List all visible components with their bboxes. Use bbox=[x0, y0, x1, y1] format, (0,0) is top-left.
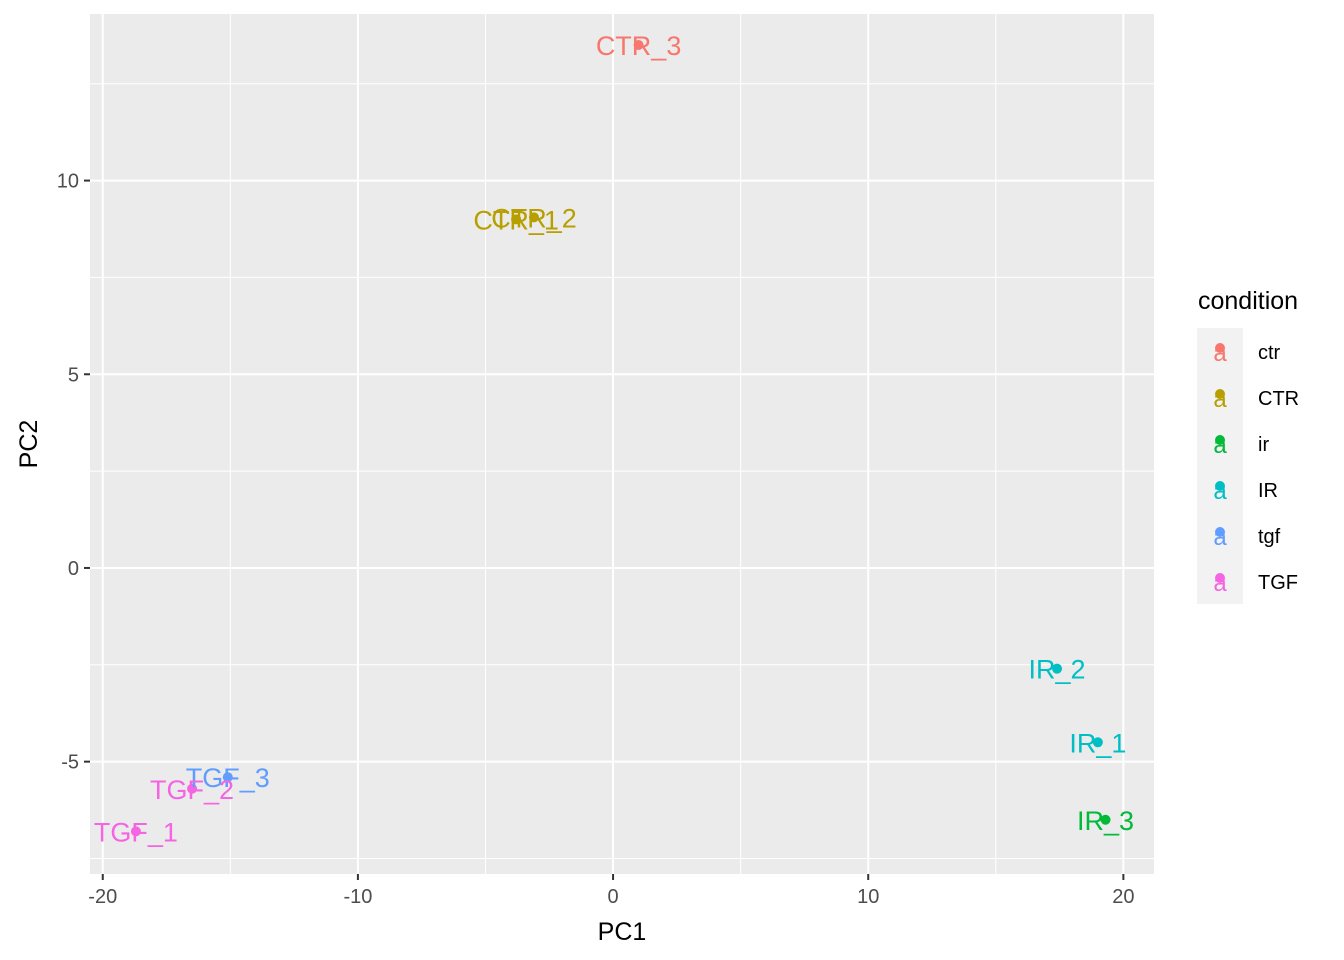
legend-label: ir bbox=[1258, 434, 1269, 456]
legend-key-glyph: a bbox=[1213, 478, 1227, 505]
x-tick-label: 0 bbox=[608, 886, 619, 908]
data-point bbox=[511, 214, 522, 225]
data-points bbox=[130, 39, 1111, 837]
legend-label: IR bbox=[1258, 480, 1278, 502]
legend-key-point bbox=[1215, 481, 1225, 491]
legend-key-point bbox=[1215, 389, 1225, 399]
data-point bbox=[1052, 663, 1063, 674]
point-label: IR_2 bbox=[1029, 655, 1086, 685]
legend: condition a ctr a CTR a ir a IR a tgf a TGF bbox=[1197, 287, 1299, 604]
data-point bbox=[222, 772, 233, 783]
legend-key-point bbox=[1215, 573, 1225, 583]
y-tick-label: 5 bbox=[68, 364, 79, 386]
point-label: TGF_1 bbox=[94, 817, 178, 847]
legend-key-point bbox=[1215, 527, 1225, 537]
y-tick-label: 10 bbox=[57, 171, 79, 193]
legend-title: condition bbox=[1198, 287, 1298, 315]
minor-gridlines bbox=[90, 14, 1154, 874]
x-tick-label: -10 bbox=[343, 886, 372, 908]
legend-key-point bbox=[1215, 343, 1225, 353]
legend-label: TGF bbox=[1258, 572, 1298, 594]
legend-key-glyph: a bbox=[1213, 432, 1227, 459]
data-point bbox=[1092, 737, 1103, 748]
data-point bbox=[633, 39, 644, 50]
y-tick-label: 0 bbox=[68, 558, 79, 580]
legend-key-glyph: a bbox=[1213, 570, 1227, 597]
legend-key-background bbox=[1197, 328, 1243, 604]
point-label: IR_3 bbox=[1077, 806, 1134, 836]
y-tick-label: -5 bbox=[61, 752, 79, 774]
legend-key-point bbox=[1215, 435, 1225, 445]
point-label: CTR_3 bbox=[596, 31, 682, 61]
legend-entries: a ctr a CTR a ir a IR a tgf a TGF bbox=[1213, 340, 1299, 597]
x-axis-title: PC1 bbox=[598, 918, 647, 946]
x-tick-label: 20 bbox=[1112, 886, 1134, 908]
y-axis-ticks: -5 0 5 10 bbox=[57, 171, 90, 774]
x-tick-label: 10 bbox=[857, 886, 879, 908]
legend-key-glyph: a bbox=[1213, 340, 1227, 367]
x-axis-ticks: -20 -10 0 10 20 bbox=[88, 874, 1135, 908]
data-point bbox=[187, 783, 198, 794]
point-label: TGF_3 bbox=[186, 763, 270, 793]
data-point bbox=[130, 826, 141, 837]
major-gridlines bbox=[90, 14, 1154, 874]
legend-key-glyph: a bbox=[1213, 524, 1227, 551]
legend-label: ctr bbox=[1258, 342, 1281, 364]
legend-label: CTR bbox=[1258, 388, 1299, 410]
point-label: TGF_2 bbox=[150, 775, 234, 805]
legend-key-glyph: a bbox=[1213, 386, 1227, 413]
data-point bbox=[1100, 814, 1111, 825]
data-point bbox=[528, 212, 539, 223]
x-tick-label: -20 bbox=[88, 886, 117, 908]
y-axis-title: PC2 bbox=[15, 420, 43, 469]
point-label: CTR_2 bbox=[491, 203, 577, 233]
point-label: IR_1 bbox=[1069, 728, 1126, 758]
plot-panel bbox=[90, 14, 1154, 874]
point-label: CTR_1 bbox=[473, 205, 559, 235]
legend-label: tgf bbox=[1258, 526, 1281, 548]
